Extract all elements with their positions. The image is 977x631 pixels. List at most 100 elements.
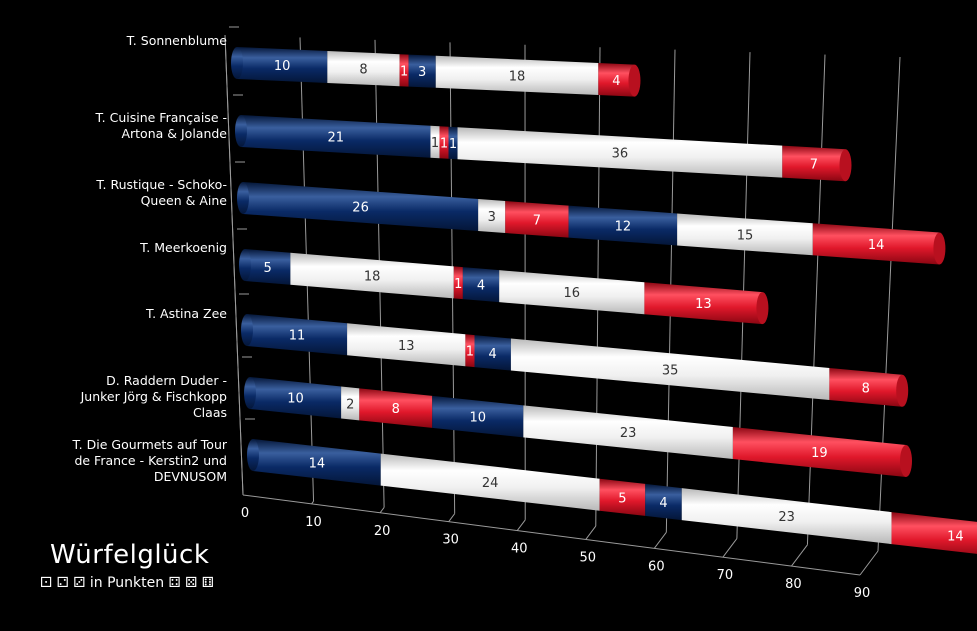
data-label: 7 xyxy=(810,157,818,172)
bar-row: 5 18 1 4 16 13 xyxy=(239,249,769,325)
data-label: 3 xyxy=(418,65,426,80)
data-label: 3 xyxy=(488,210,496,225)
bar-segment xyxy=(435,55,599,95)
data-label: 10 xyxy=(470,411,487,426)
x-tick-label: 80 xyxy=(785,577,802,592)
bar-segment xyxy=(399,54,409,87)
bar-segment xyxy=(598,63,635,97)
data-label: 11 xyxy=(289,329,306,344)
data-label: 14 xyxy=(868,238,885,253)
data-label: 1 xyxy=(454,277,462,292)
category-label: T. Die Gourmets auf Tour de France - Kers… xyxy=(72,437,228,484)
category-label: T. Sonnenblume xyxy=(126,33,228,48)
bar-row: 14 24 5 4 23 14 xyxy=(247,439,977,554)
bar-row: 21 1 1 1 36 7 xyxy=(235,115,852,182)
bar-segment xyxy=(645,483,682,521)
data-label: 23 xyxy=(778,510,795,525)
data-label: 8 xyxy=(359,63,367,78)
bar-segment xyxy=(439,126,449,159)
bar-segment xyxy=(237,47,328,83)
bar-segment xyxy=(462,267,500,303)
bar-segment xyxy=(499,270,645,315)
bar-end-cap xyxy=(839,149,852,182)
category-label: T. Rustique - Schoko-Queen & Aine xyxy=(95,177,227,208)
grid-line-floor xyxy=(516,519,526,531)
data-label: 5 xyxy=(264,261,272,276)
x-tick-label: 60 xyxy=(648,559,665,574)
category-labels: T. Sonnenblume T. Cuisine Française -Arto… xyxy=(72,33,228,484)
bar-segment xyxy=(247,314,348,356)
bar-end-cap xyxy=(933,232,946,265)
bar-segment xyxy=(474,335,511,371)
data-label: 14 xyxy=(947,529,964,544)
bar-end-cap xyxy=(756,292,769,325)
bar-start-cap xyxy=(239,249,251,281)
chart-title: Würfelglück xyxy=(50,540,210,570)
bar-start-cap xyxy=(231,47,243,79)
bar-segment xyxy=(347,323,466,367)
data-label: 1 xyxy=(400,64,408,79)
data-label: 10 xyxy=(287,392,304,407)
grid-line-vertical xyxy=(806,54,826,545)
grid-line-floor xyxy=(791,544,808,567)
bar-segment xyxy=(568,205,678,246)
bar-segment xyxy=(250,377,342,419)
bar-segment xyxy=(327,51,400,87)
bar-segment xyxy=(359,388,433,428)
data-label: 4 xyxy=(489,347,497,362)
data-label: 8 xyxy=(392,402,400,417)
data-label: 2 xyxy=(346,397,354,412)
data-label: 1 xyxy=(431,136,439,151)
data-label: 26 xyxy=(352,201,369,216)
data-label: 13 xyxy=(695,297,712,312)
bar-segment xyxy=(432,395,524,438)
bar-segment xyxy=(430,125,440,159)
bar-row: 26 3 7 12 15 14 xyxy=(237,182,946,265)
data-label: 4 xyxy=(612,74,620,89)
bar-segment xyxy=(380,453,600,511)
data-label: 23 xyxy=(620,426,637,441)
grid-line-floor xyxy=(653,532,667,549)
category-label: D. Raddern Duder -Junker Jörg & Fischkop… xyxy=(80,373,227,420)
data-label: 16 xyxy=(564,286,581,301)
data-label: 12 xyxy=(615,220,632,235)
grid-line-floor xyxy=(448,513,456,522)
bar-row: 10 2 8 10 23 19 xyxy=(244,377,912,477)
category-label: T. Cuisine Française -Artona & Jolande xyxy=(95,110,228,141)
bar-row: 10 8 1 3 18 4 xyxy=(231,47,641,97)
data-label: 4 xyxy=(477,279,485,294)
y-axis-line xyxy=(224,34,244,496)
bar-segment xyxy=(677,213,813,256)
bar-segment xyxy=(829,368,903,407)
data-label: 10 xyxy=(274,59,291,74)
bar-start-cap xyxy=(235,115,247,147)
data-label: 18 xyxy=(364,270,381,285)
bar-segment xyxy=(465,334,475,368)
bar-segment xyxy=(457,127,783,178)
category-label: T. Astina Zee xyxy=(145,306,227,321)
data-label: 5 xyxy=(618,491,626,506)
bar-end-cap xyxy=(896,374,909,407)
bar-segment xyxy=(408,54,436,88)
bar-start-cap xyxy=(237,182,249,214)
data-label: 14 xyxy=(309,456,326,471)
category-label: T. Meerkoenig xyxy=(139,240,227,255)
chart-subtitle: ⚀ ⚁ ⚂ in Punkten ⚃ ⚄ ⚅ xyxy=(40,575,214,591)
bar-segment xyxy=(245,249,291,285)
x-tick-label: 50 xyxy=(580,550,597,565)
data-label: 18 xyxy=(509,69,526,84)
bar-segment xyxy=(599,478,646,516)
floor-front-edge xyxy=(242,494,861,576)
grid-line-floor xyxy=(722,538,738,558)
bar-segment xyxy=(644,282,763,325)
bar-start-cap xyxy=(244,377,256,409)
data-label: 1 xyxy=(449,137,457,152)
bar-segment xyxy=(290,252,454,299)
x-tick-label: 70 xyxy=(717,568,734,583)
data-label: 1 xyxy=(466,345,474,360)
x-tick-label: 30 xyxy=(442,533,459,548)
x-tick-label: 90 xyxy=(854,586,871,601)
bar-segment xyxy=(253,439,381,486)
